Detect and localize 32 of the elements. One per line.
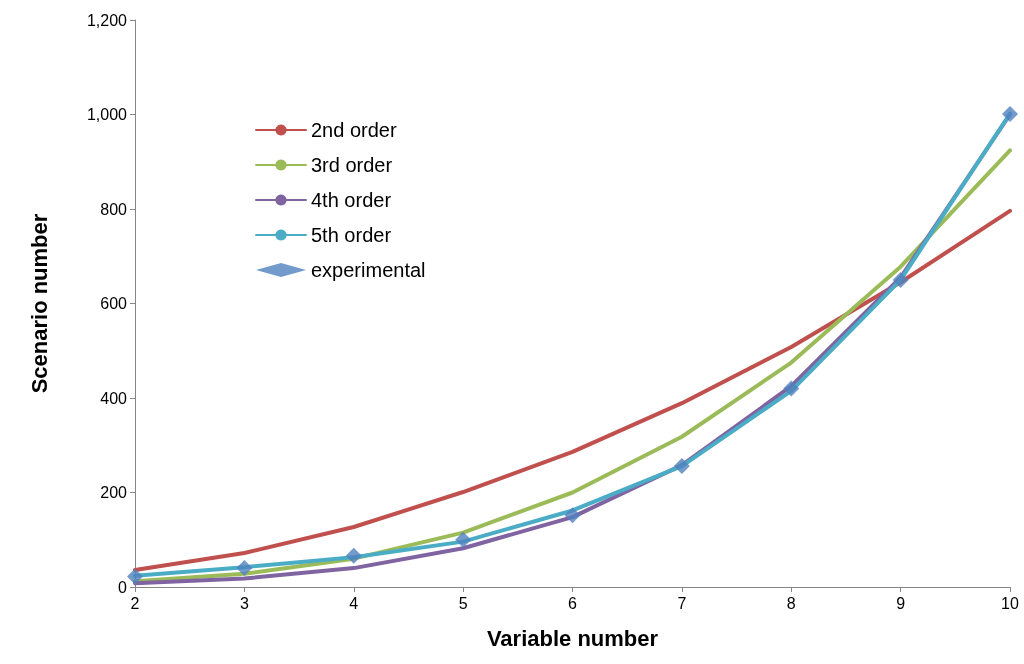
x-tick-label: 9 [896,594,906,612]
x-tick-label: 6 [568,594,578,612]
y-tick-label: 1,200 [86,11,128,29]
x-tick-label: 4 [349,594,359,612]
y-tick-label: 800 [100,200,128,218]
x-tick-label: 7 [677,594,687,612]
x-tick-label: 8 [786,594,796,612]
y-axis-title: Scenario number [26,213,52,394]
point [564,507,581,524]
point [236,560,253,577]
y-tick-label: 400 [100,389,128,407]
x-tick-label: 3 [239,594,249,612]
y-tick-label: 0 [118,578,128,596]
point [892,271,909,288]
point [345,547,362,564]
point [783,380,800,397]
x-tick-label: 10 [1001,594,1019,612]
x-tick-label: 2 [130,594,140,612]
legend-label: 2nd order [311,119,397,141]
legend-label: experimental [311,259,426,281]
point [1002,106,1018,123]
x-tick-label: 5 [458,594,468,612]
y-tick-label: 200 [100,484,128,501]
point [127,568,143,585]
legend-label: 5th order [311,224,392,246]
y-tick-label: 1,000 [86,106,128,123]
point [673,458,690,475]
legend-label: 3rd order [311,154,393,176]
y-tick-label: 600 [100,295,128,312]
legend-label: 4th order [311,189,392,211]
x-axis-title: Variable number [486,625,659,651]
point [455,531,472,548]
